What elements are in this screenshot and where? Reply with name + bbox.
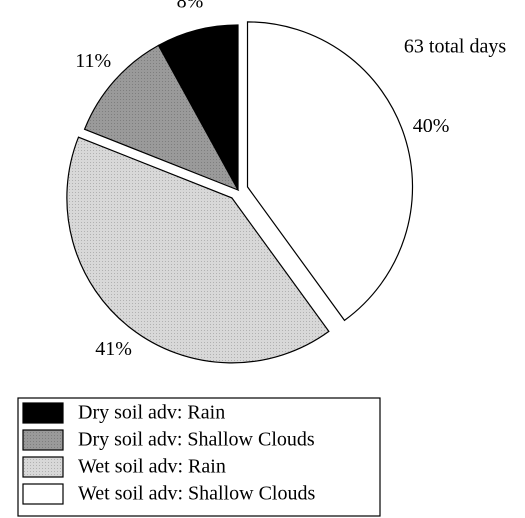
legend-label: Dry soil adv: Rain: [78, 402, 225, 424]
legend-label: Wet soil adv: Shallow Clouds: [78, 483, 315, 505]
slice-texture: [84, 45, 238, 191]
annotation: 63 total days: [404, 36, 506, 58]
legend-box: [17, 397, 381, 517]
legend-texture: [23, 430, 63, 450]
data-label: 8%: [177, 0, 204, 13]
pie-slice: [246, 21, 414, 322]
data-label: 40%: [413, 115, 450, 137]
data-label: 11%: [75, 50, 111, 72]
legend-swatch: [22, 402, 64, 424]
legend-label: Dry soil adv: Shallow Clouds: [78, 429, 315, 451]
data-label: 41%: [95, 338, 132, 360]
legend-label: Wet soil adv: Rain: [78, 456, 226, 478]
slice-texture: [66, 137, 329, 363]
legend-texture: [23, 457, 63, 477]
legend-swatch: [22, 483, 64, 505]
